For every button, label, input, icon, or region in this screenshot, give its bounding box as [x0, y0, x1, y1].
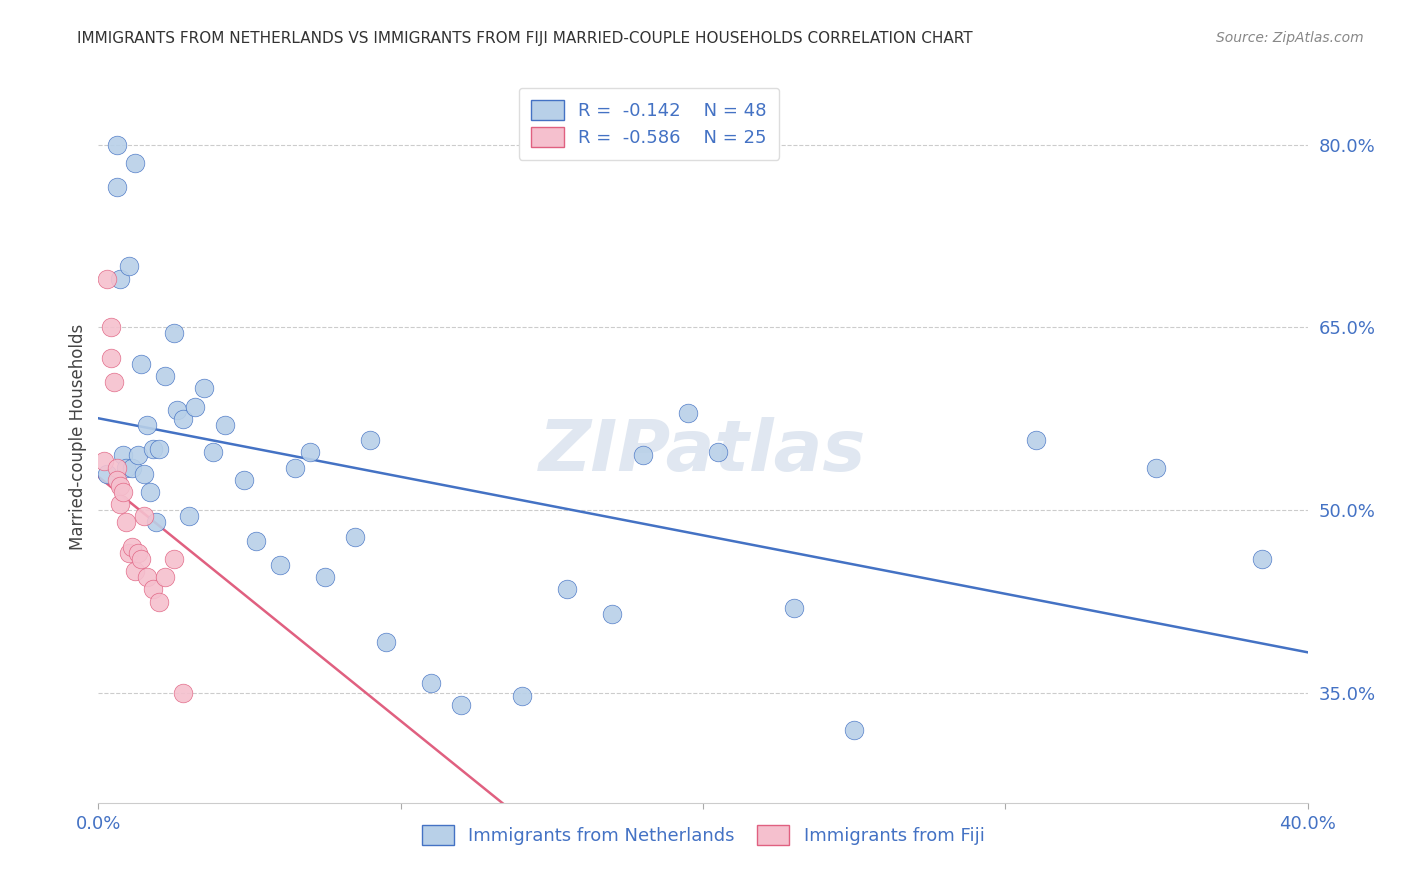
Point	[135, 417, 157, 432]
Point	[96, 467, 118, 481]
Point	[153, 369, 176, 384]
Point	[145, 516, 167, 530]
Point	[360, 433, 382, 447]
Point	[105, 473, 128, 487]
Point	[172, 412, 194, 426]
Point	[118, 546, 141, 560]
Point	[148, 442, 170, 457]
Point	[124, 155, 146, 169]
Point	[142, 442, 165, 457]
Point	[184, 400, 207, 414]
Point	[450, 698, 472, 713]
Point	[374, 635, 396, 649]
Point	[114, 460, 136, 475]
Text: ZIPatlas: ZIPatlas	[540, 417, 866, 486]
Point	[105, 460, 128, 475]
Point	[111, 448, 134, 462]
Point	[631, 448, 654, 462]
Point	[163, 326, 186, 341]
Point	[132, 509, 155, 524]
Text: IMMIGRANTS FROM NETHERLANDS VS IMMIGRANTS FROM FIJI MARRIED-COUPLE HOUSEHOLDS CO: IMMIGRANTS FROM NETHERLANDS VS IMMIGRANT…	[77, 31, 973, 46]
Point	[163, 552, 186, 566]
Point	[844, 723, 866, 737]
Point	[132, 467, 155, 481]
Point	[118, 260, 141, 274]
Point	[108, 497, 131, 511]
Point	[166, 403, 188, 417]
Point	[193, 381, 215, 395]
Point	[114, 516, 136, 530]
Point	[111, 484, 134, 499]
Point	[108, 271, 131, 285]
Text: Source: ZipAtlas.com: Source: ZipAtlas.com	[1216, 31, 1364, 45]
Legend: Immigrants from Netherlands, Immigrants from Fiji: Immigrants from Netherlands, Immigrants …	[415, 818, 991, 852]
Point	[124, 564, 146, 578]
Point	[676, 406, 699, 420]
Point	[108, 479, 131, 493]
Point	[129, 357, 152, 371]
Point	[202, 444, 225, 458]
Point	[105, 137, 128, 152]
Point	[153, 570, 176, 584]
Point	[783, 600, 806, 615]
Point	[314, 570, 336, 584]
Point	[232, 473, 254, 487]
Point	[420, 676, 443, 690]
Point	[344, 530, 367, 544]
Point	[96, 271, 118, 285]
Point	[139, 484, 162, 499]
Point	[148, 595, 170, 609]
Point	[1144, 460, 1167, 475]
Point	[707, 444, 730, 458]
Point	[121, 540, 143, 554]
Point	[127, 546, 149, 560]
Point	[510, 689, 533, 703]
Point	[100, 351, 122, 365]
Point	[299, 444, 322, 458]
Point	[245, 533, 267, 548]
Y-axis label: Married-couple Households: Married-couple Households	[69, 324, 87, 550]
Point	[179, 509, 201, 524]
Point	[172, 686, 194, 700]
Point	[214, 417, 236, 432]
Point	[142, 582, 165, 597]
Point	[602, 607, 624, 621]
Point	[103, 376, 125, 390]
Point	[100, 320, 122, 334]
Point	[284, 460, 307, 475]
Point	[135, 570, 157, 584]
Point	[555, 582, 578, 597]
Point	[121, 460, 143, 475]
Point	[105, 180, 128, 194]
Point	[616, 808, 638, 822]
Point	[269, 558, 291, 573]
Point	[129, 552, 152, 566]
Point	[127, 448, 149, 462]
Point	[1251, 552, 1274, 566]
Point	[93, 454, 115, 468]
Point	[450, 808, 472, 822]
Point	[1024, 433, 1046, 447]
